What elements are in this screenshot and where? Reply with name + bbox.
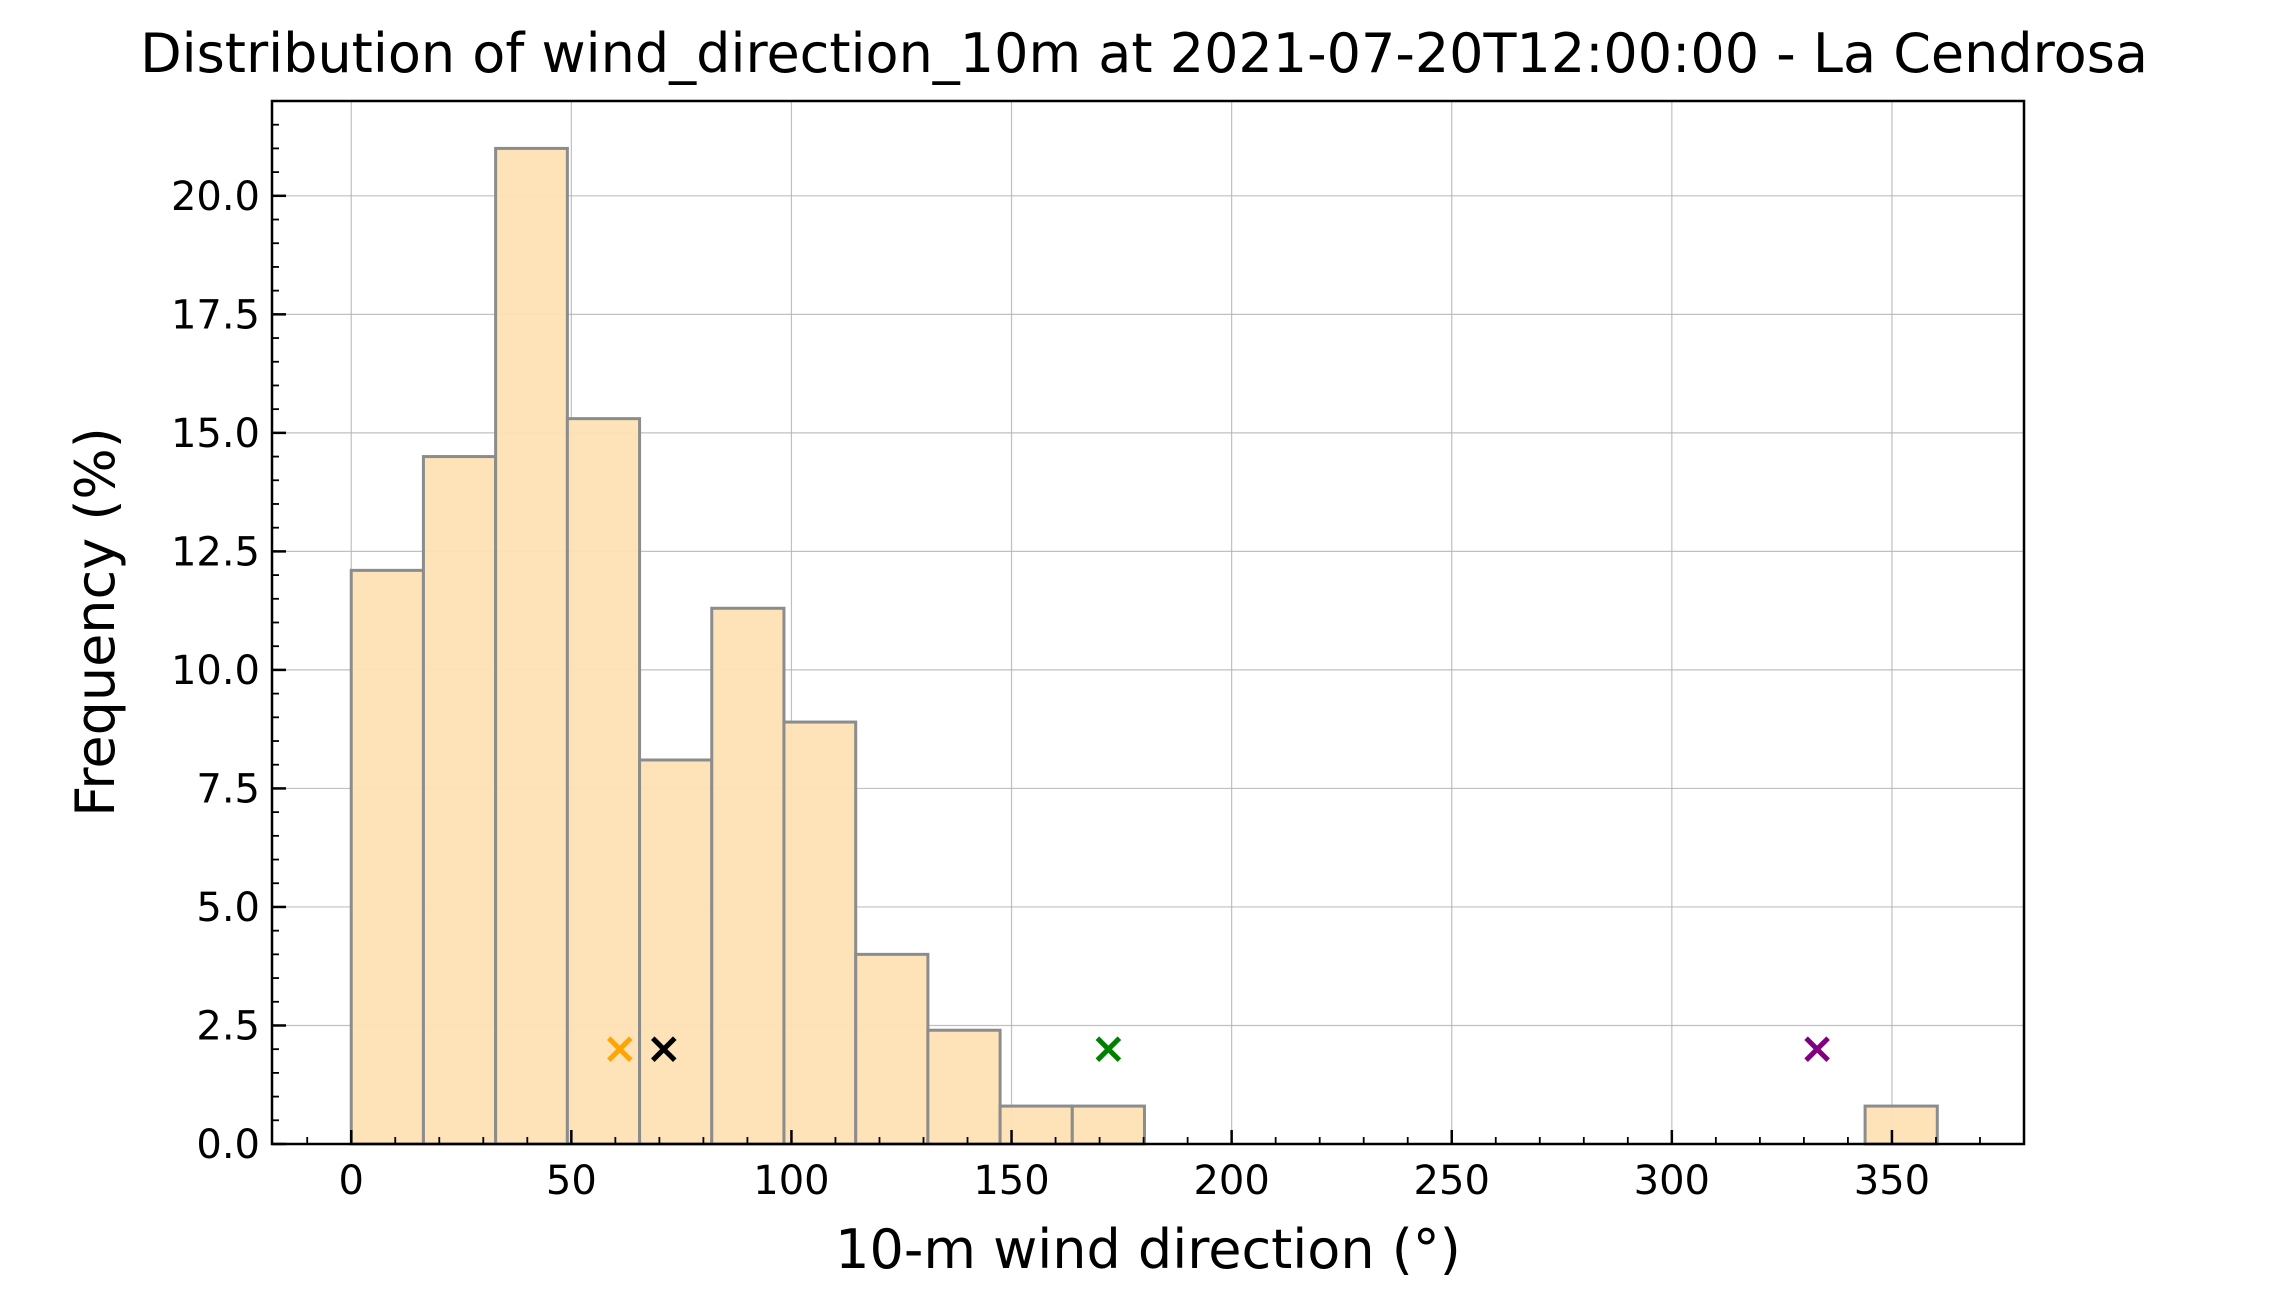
x-tick-label: 150: [973, 1158, 1049, 1204]
y-tick-label: 7.5: [196, 766, 260, 812]
histogram-bar: [494, 146, 569, 1146]
histogram-bar: [782, 720, 858, 1146]
histogram-bar: [565, 417, 642, 1146]
y-tick-label: 2.5: [196, 1003, 260, 1049]
y-tick-label: 20.0: [171, 174, 260, 220]
histogram-bar: [349, 568, 425, 1146]
x-tick-label: 100: [753, 1158, 829, 1204]
x-marker: [651, 1036, 677, 1062]
y-tick-label: 12.5: [171, 529, 260, 575]
y-tick-label: 0.0: [196, 1122, 260, 1168]
x-marker: [1095, 1036, 1122, 1062]
x-tick-label: 350: [1854, 1158, 1930, 1204]
marker-points: [606, 1036, 1830, 1062]
y-tick-label: 5.0: [196, 885, 260, 931]
x-tick-label: 200: [1193, 1158, 1269, 1204]
x-marker: [606, 1036, 633, 1062]
x-tick-label: 50: [546, 1158, 597, 1204]
x-tick-label: 300: [1634, 1158, 1710, 1204]
y-tick-label: 15.0: [171, 411, 260, 457]
x-tick-label: 250: [1414, 1158, 1490, 1204]
y-tick-label: 17.5: [171, 292, 260, 338]
x-tick-label: 0: [339, 1158, 364, 1204]
x-axis-label: 10-m wind direction (°): [835, 1218, 1461, 1281]
histogram-bar: [854, 952, 930, 1146]
y-axis-label: Frequency (%): [64, 427, 127, 817]
histogram-bar: [1863, 1104, 1939, 1146]
histogram-bar: [926, 1028, 1002, 1146]
y-tick-label: 10.0: [171, 648, 260, 694]
histogram-bar: [710, 606, 786, 1146]
x-marker: [1804, 1036, 1830, 1062]
plot-frame: [270, 99, 2026, 1146]
histogram-bars: [349, 146, 1939, 1146]
axis-ticks: 0 50 100 150 200 250 300 350 0.0 2.5 5.0 7.5 10.0 12.…: [171, 123, 1981, 1204]
chart-title: Distribution of wind_direction_10m at 20…: [140, 22, 2148, 85]
histogram-bar: [1070, 1104, 1146, 1146]
histogram-bar: [421, 455, 498, 1146]
histogram-bar: [638, 758, 714, 1146]
